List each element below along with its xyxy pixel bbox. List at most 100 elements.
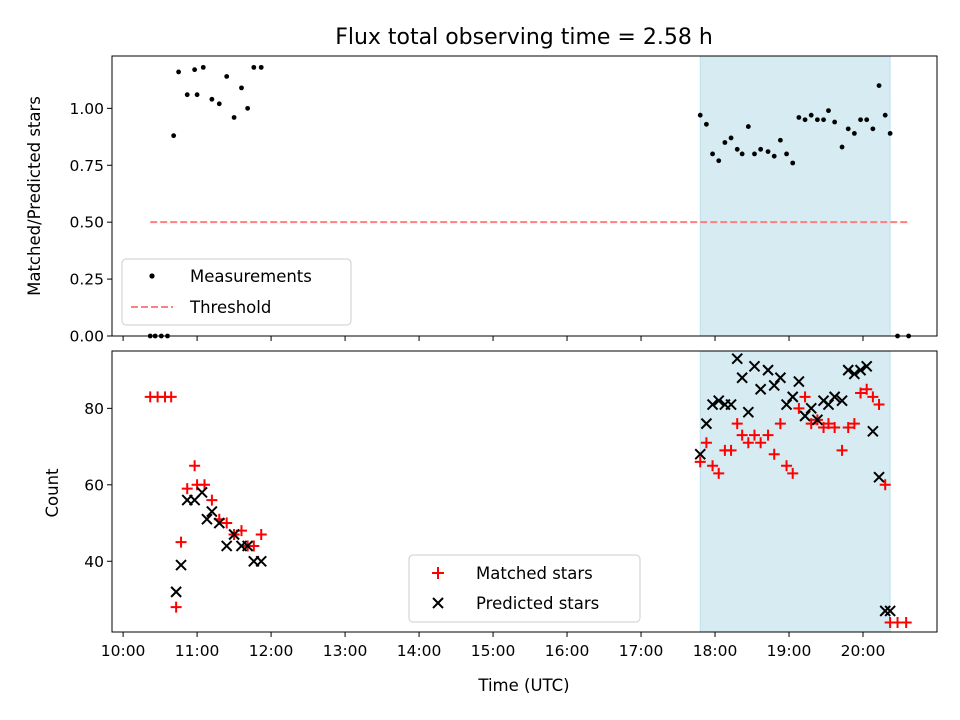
predicted-star-point [255,555,267,567]
predicted-star-point [725,398,737,411]
measurement-point [876,83,882,88]
predicted-star-point [842,364,854,376]
matched-star-point [198,479,210,491]
legend-bottom: Matched stars Predicted stars [408,554,641,623]
measurement-point [839,144,845,150]
matched-star-point [175,536,187,548]
shaded-region [699,350,891,633]
measurement-point [192,67,198,73]
matched-star-point [707,460,719,472]
matched-star-point [731,418,743,430]
predicted-star-point [780,398,793,411]
y-tick-label: 60 [84,476,104,494]
predicted-star-point [201,513,213,525]
y-tick-label: 0.25 [69,271,104,289]
matched-star-point [748,429,760,441]
bottom-panel: 40 60 80 10:00 11:00 12:00 13:00 14:00 15:00 16:0… [84,350,938,660]
measurement-point [251,64,257,70]
predicted-star-point [768,379,780,392]
matched-star-point [822,418,834,430]
measurement-point [814,117,820,123]
measurement-point [771,153,777,159]
matched-star-point [700,437,712,449]
measurement-point [808,112,814,118]
measurement-point [728,135,734,141]
matched-star-point [861,383,873,395]
matched-star-point [774,418,786,430]
measurement-point [239,85,244,91]
matched-star-point [762,429,774,441]
matched-star-point [768,448,780,460]
predicted-star-point [787,391,799,403]
measurement-point [745,124,751,129]
x-tick-label: 19:00 [767,642,812,660]
x-axis-label: Time (UTC) [477,676,569,695]
measurement-point [882,112,888,118]
predicted-star-point [694,448,706,460]
measurement-point [703,121,709,127]
predicted-star-point [811,414,824,426]
matched-star-point [787,467,799,479]
measurement-point [739,151,745,157]
x-tick-label: 14:00 [397,642,442,660]
matched-star-point [255,529,267,541]
predicted-star-point [713,394,725,407]
matched-star-point [836,444,848,456]
predicted-star-point [706,398,719,411]
y-tick-label: 0.75 [69,157,104,175]
measurement-point [209,96,215,102]
x-tick-label: 11:00 [175,642,220,660]
top-panel: 0.00 0.25 0.50 0.75 1.00 [69,55,938,346]
legend-predicted-stars-label: Predicted stars [476,594,599,613]
legend-top-box [121,258,352,326]
measurement-point [790,160,796,166]
measurement-point [752,151,757,157]
matched-star-point [221,517,233,529]
measurement-point [184,92,190,98]
measurement-point [231,115,237,120]
y-tick-label: 40 [84,553,104,571]
legend-measurements-marker [149,273,155,279]
measurement-point [802,117,808,123]
measurement-point [710,151,715,157]
matched-star-point [879,479,891,491]
predicted-star-point [170,586,182,598]
predicted-star-point [175,559,187,571]
matched-star-point [842,421,854,433]
measurement-point [722,140,728,145]
matched-star-point [900,616,912,628]
matched-star-point [248,540,260,552]
matched-star-point [206,494,218,506]
matched-star-point [829,421,841,433]
y-axis-label-bottom: Count [43,468,62,518]
predicted-star-point [736,372,748,384]
matched-star-point [170,601,182,613]
measurement-point [870,126,876,132]
predicted-star-point [884,605,896,617]
predicted-star-point [867,425,879,437]
matched-star-point [189,460,201,472]
measurement-point [832,119,838,125]
predicted-star-point [762,364,774,376]
legend-matched-stars-marker [432,567,444,579]
predicted-star-point [836,394,848,407]
measurement-point [194,92,200,98]
matched-star-point [799,391,811,403]
matched-star-point [855,387,867,399]
predicted-star-point [799,410,811,422]
measurement-point [864,117,870,123]
matched-star-point [848,418,860,430]
measurement-point [224,74,230,79]
predicted-star-point [828,391,841,403]
legend-top: Measurements Threshold [121,258,352,326]
measurement-point [777,137,783,143]
measurement-point [245,105,251,111]
matched-star-point [793,402,805,414]
measurement-point [734,146,740,152]
chart-title: Flux total observing time = 2.58 h [335,25,713,50]
measurement-point [796,115,802,120]
y-axis-label-top: Matched/Predicted stars [25,96,44,296]
measurement-point [258,64,264,70]
predicted-star-point [213,517,225,529]
measurement-point [826,108,831,114]
